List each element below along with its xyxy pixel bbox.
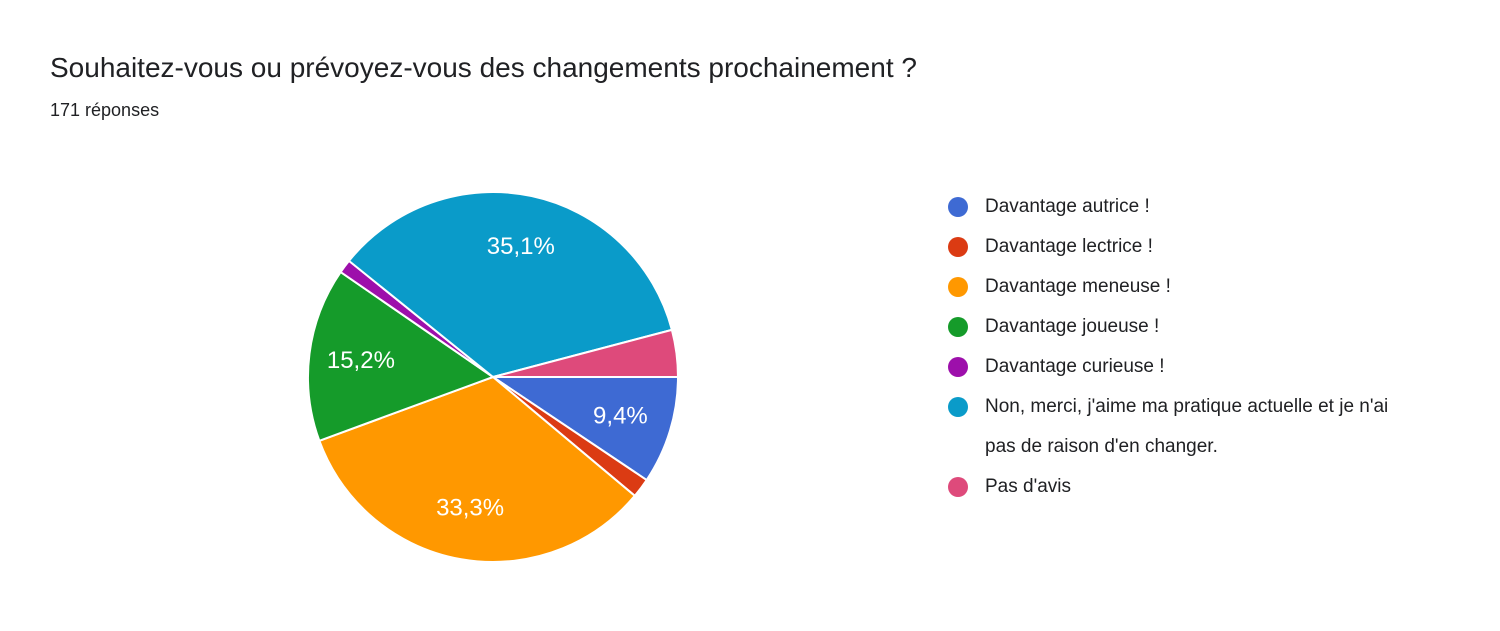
pie-slice-label: 35,1% (487, 233, 555, 260)
legend-swatch-icon (948, 197, 968, 217)
legend-item-0: Davantage autrice ! (948, 187, 1410, 227)
chart-legend: Davantage autrice ! Davantage lectrice ! D… (948, 187, 1410, 507)
legend-item-3: Davantage joueuse ! (948, 307, 1410, 347)
legend-label: Davantage autrice ! (985, 196, 1150, 217)
legend-swatch-icon (948, 317, 968, 337)
pie-chart: 9,4% 33,3% 15,2% 35,1% (307, 191, 679, 563)
pie-slice-0[interactable] (492, 376, 679, 482)
pie-slice-label: 9,4% (593, 402, 648, 429)
legend-swatch-icon (948, 397, 968, 417)
legend-item-2: Davantage meneuse ! (948, 267, 1410, 307)
question-title: Souhaitez-vous ou prévoyez-vous des chan… (50, 52, 917, 83)
pie-slice-label: 33,3% (436, 495, 504, 522)
pie-slice-3[interactable] (307, 271, 494, 442)
legend-swatch-icon (948, 237, 968, 257)
pie-slice-label: 15,2% (327, 347, 395, 374)
legend-swatch-icon (948, 477, 968, 497)
legend-label: Pas d'avis (985, 476, 1072, 497)
legend-swatch-icon (948, 277, 968, 297)
legend-label: Davantage curieuse ! (985, 356, 1165, 377)
legend-label: Davantage lectrice ! (985, 236, 1153, 257)
legend-item-1: Davantage lectrice ! (948, 227, 1410, 267)
legend-item-6: Pas d'avis (948, 467, 1410, 507)
legend-item-4: Davantage curieuse ! (948, 347, 1410, 387)
legend-label: Non, merci, j'aime ma pratique actuelle … (985, 396, 1389, 457)
pie-slice-5[interactable] (347, 191, 673, 378)
legend-label: Davantage meneuse ! (985, 276, 1171, 297)
legend-swatch-icon (948, 357, 968, 377)
responses-count: 171 réponses (50, 100, 160, 120)
legend-item-5: Non, merci, j'aime ma pratique actuelle … (948, 387, 1410, 467)
pie-slice-2[interactable] (318, 376, 636, 563)
legend-label: Davantage joueuse ! (985, 316, 1160, 337)
pie-slice-6[interactable] (492, 328, 679, 378)
